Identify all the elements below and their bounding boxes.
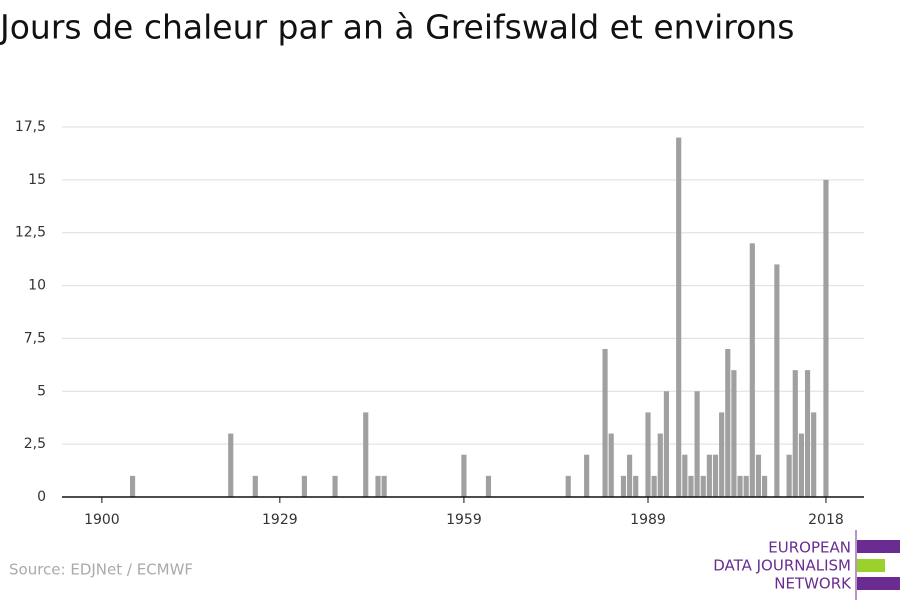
y-tick-label: 17,5 bbox=[15, 119, 46, 135]
bar bbox=[228, 433, 234, 497]
y-tick-label: 15 bbox=[28, 172, 46, 188]
x-tick-label: 1929 bbox=[262, 512, 298, 528]
bar bbox=[823, 179, 829, 497]
x-tick-label: 1900 bbox=[84, 512, 120, 528]
bar bbox=[332, 475, 338, 497]
bar bbox=[651, 475, 657, 497]
bar bbox=[485, 475, 492, 497]
y-tick-label: 2,5 bbox=[24, 436, 46, 452]
logo-text: NETWORK bbox=[774, 575, 852, 593]
bar bbox=[602, 349, 608, 497]
logo-bar bbox=[857, 577, 900, 590]
bar bbox=[811, 412, 817, 497]
bar bbox=[584, 454, 590, 497]
y-tick-label: 5 bbox=[37, 383, 46, 399]
bar bbox=[645, 412, 651, 497]
bar bbox=[762, 475, 768, 497]
bar bbox=[786, 454, 792, 497]
bar bbox=[749, 243, 755, 497]
logo-text: DATA JOURNALISM bbox=[713, 557, 851, 575]
bar bbox=[743, 475, 749, 497]
bar bbox=[620, 475, 627, 497]
bar bbox=[676, 137, 682, 498]
x-tick-label: 2018 bbox=[808, 512, 844, 528]
bar bbox=[381, 475, 387, 497]
bar bbox=[688, 475, 694, 497]
y-tick-label: 0 bbox=[37, 489, 46, 505]
bar bbox=[633, 475, 639, 497]
x-tick-label: 1989 bbox=[630, 512, 666, 528]
bar bbox=[363, 412, 369, 497]
bar bbox=[719, 412, 725, 497]
bar bbox=[798, 433, 804, 497]
source: Source: EDJNet / ECMWF bbox=[9, 561, 193, 579]
logo-text: EUROPEAN bbox=[768, 539, 851, 557]
chart-title: Jours de chaleur par an à Greifswald et … bbox=[0, 8, 794, 47]
bar bbox=[663, 391, 669, 497]
bar bbox=[792, 370, 798, 497]
bar bbox=[461, 454, 467, 497]
bar bbox=[682, 454, 688, 497]
x-tick-label: 1959 bbox=[446, 512, 482, 528]
bar bbox=[731, 370, 737, 497]
bar bbox=[657, 433, 663, 497]
y-tick-label: 7,5 bbox=[24, 330, 46, 346]
bar bbox=[301, 475, 307, 497]
bar bbox=[706, 454, 712, 497]
bar bbox=[375, 475, 381, 497]
bar bbox=[725, 349, 731, 497]
logo-bar bbox=[857, 540, 900, 553]
y-tick-label: 10 bbox=[28, 278, 46, 294]
bar bbox=[700, 475, 706, 497]
bar bbox=[565, 475, 571, 497]
bar bbox=[737, 475, 743, 497]
bar bbox=[129, 475, 136, 497]
bar bbox=[804, 370, 811, 497]
logo-bar bbox=[857, 559, 885, 572]
bar bbox=[608, 433, 614, 497]
bar bbox=[694, 391, 700, 497]
bar bbox=[627, 454, 633, 497]
bar bbox=[774, 264, 780, 497]
bar bbox=[712, 454, 719, 497]
bar bbox=[252, 475, 258, 497]
y-tick-label: 12,5 bbox=[15, 225, 46, 241]
bar bbox=[755, 454, 762, 497]
